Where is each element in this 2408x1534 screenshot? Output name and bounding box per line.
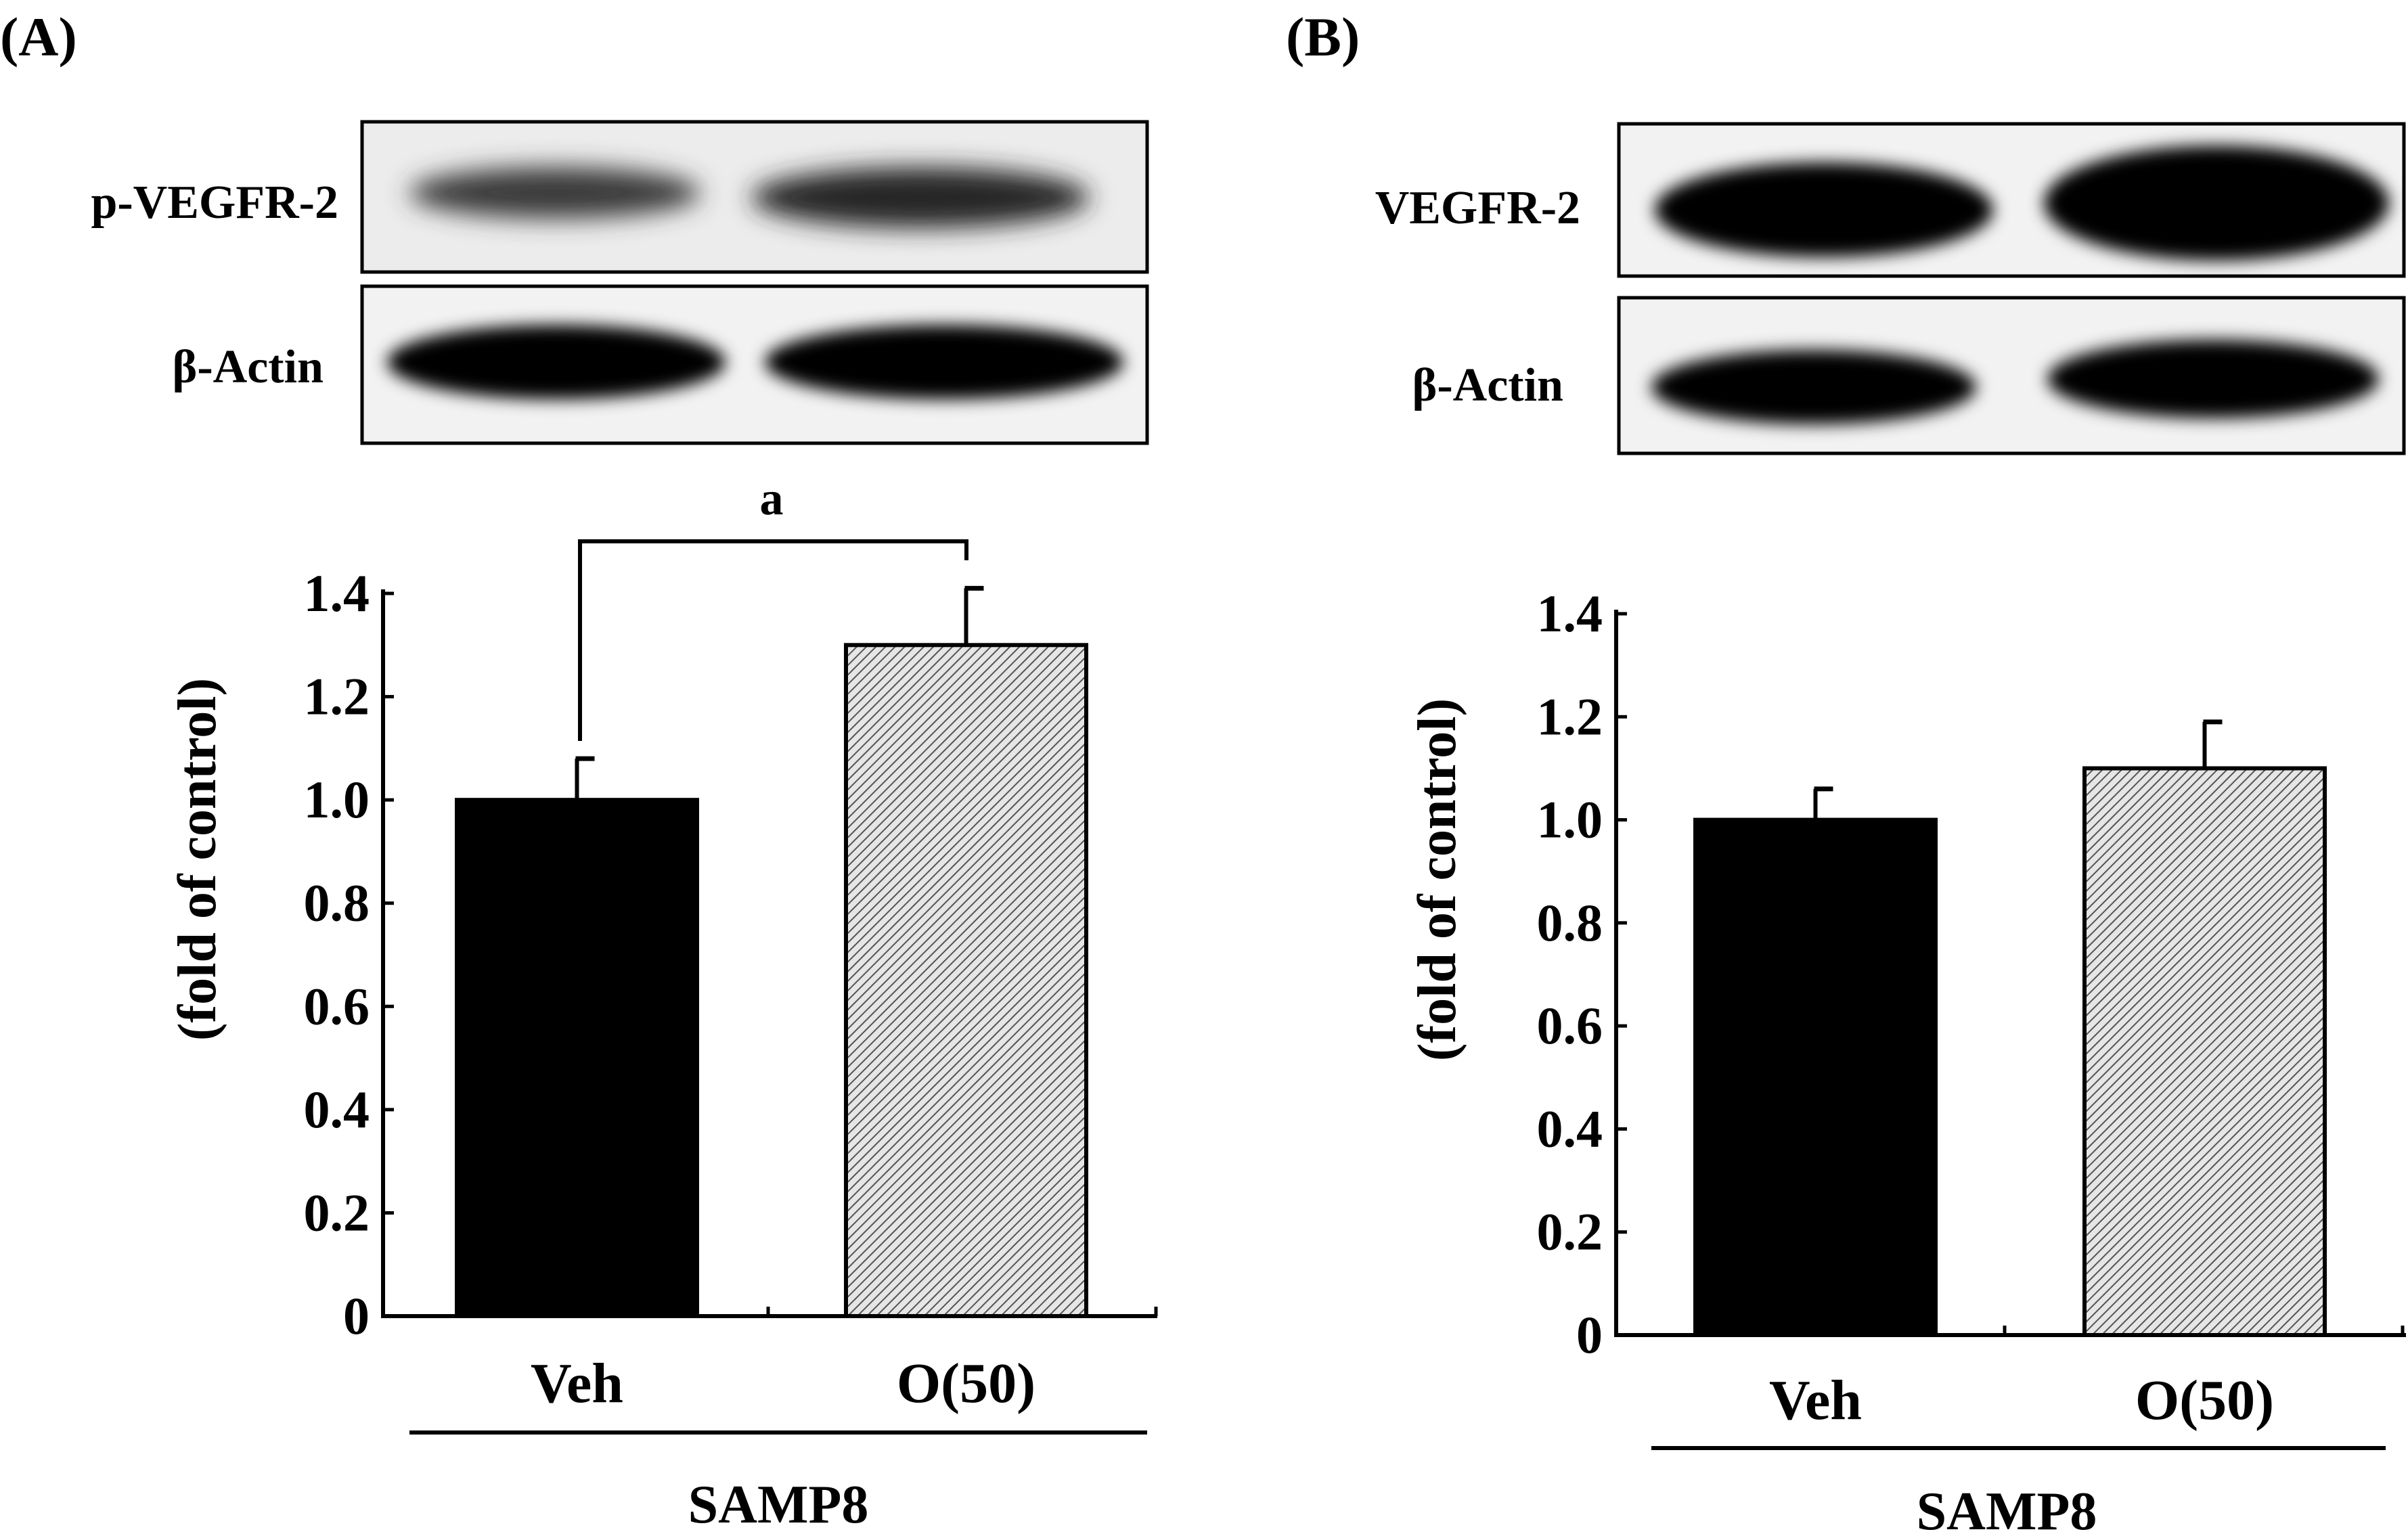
blot-top-label-b: VEGFR-2 (1375, 182, 1580, 234)
blot-bottom-label-b: β-Actin (1412, 359, 1563, 411)
significance-bracket-a (578, 539, 968, 741)
blot-top-label-a: p-VEGFR-2 (91, 177, 338, 229)
y-tick-label-a: 0.6 (304, 976, 370, 1035)
blot-actin-b (1617, 296, 2406, 455)
blot-vegfr2-b (1617, 122, 2406, 278)
y-tick-label-b: 0.8 (1537, 893, 1603, 952)
category-label-a: Veh (531, 1352, 623, 1415)
bar-veh-b (1693, 817, 1938, 1337)
group-label-b: SAMP8 (1917, 1482, 2097, 1534)
bar-chart-b: 0 0.2 0.4 0.6 0.8 1.0 1.2 1.4 Veh O(50) (1537, 584, 2406, 1432)
bar-veh-a (455, 798, 699, 1318)
group-label-a: SAMP8 (688, 1475, 869, 1534)
y-tick-label-a: 0 (343, 1286, 370, 1345)
y-tick-label-a: 0.8 (304, 874, 370, 932)
bar-o50-a (844, 643, 1088, 1318)
category-label-b: O(50) (2135, 1369, 2274, 1432)
y-tick-label-b: 0.6 (1537, 996, 1603, 1055)
y-tick-label-a: 1.4 (304, 564, 370, 623)
bar-o50-b (2082, 766, 2327, 1337)
y-axis-label-a: (fold of control) (168, 678, 227, 1041)
y-tick-label-a: 1.2 (304, 667, 370, 726)
bar-chart-a: 0 0.2 0.4 0.6 0.8 1.0 1.2 1.4 Veh O(50) (304, 564, 1158, 1415)
y-tick-label-b: 1.4 (1537, 584, 1603, 643)
panel-a: (A) p-VEGFR-2 β-Actin a 0 0.2 0.4 0.6 0.8 1.0… (0, 6, 1158, 1534)
y-tick-label-b: 0.4 (1537, 1099, 1603, 1158)
y-tick-label-a: 0.4 (304, 1080, 370, 1139)
y-tick-label-b: 0 (1576, 1305, 1603, 1364)
y-tick-label-a: 0.2 (304, 1183, 370, 1242)
blot-bottom-label-a: β-Actin (172, 341, 324, 393)
panel-b: (B) VEGFR-2 β-Actin 0 0.2 0.4 0.6 0.8 1.0 1.2 1… (1286, 6, 2406, 1534)
significance-label-a: a (760, 473, 784, 525)
y-axis-label-b: (fold of control) (1408, 698, 1467, 1061)
y-tick-label-b: 0.2 (1537, 1202, 1603, 1261)
y-tick-label-b: 1.2 (1537, 687, 1603, 746)
category-label-b: Veh (1769, 1369, 1862, 1432)
blot-p-vegfr2-a (360, 120, 1149, 274)
panel-label-a: (A) (0, 6, 77, 68)
category-label-a: O(50) (897, 1352, 1035, 1415)
blot-actin-a (360, 284, 1149, 445)
panel-label-b: (B) (1286, 6, 1360, 68)
y-tick-label-a: 1.0 (304, 770, 370, 829)
y-tick-label-b: 1.0 (1537, 790, 1603, 849)
